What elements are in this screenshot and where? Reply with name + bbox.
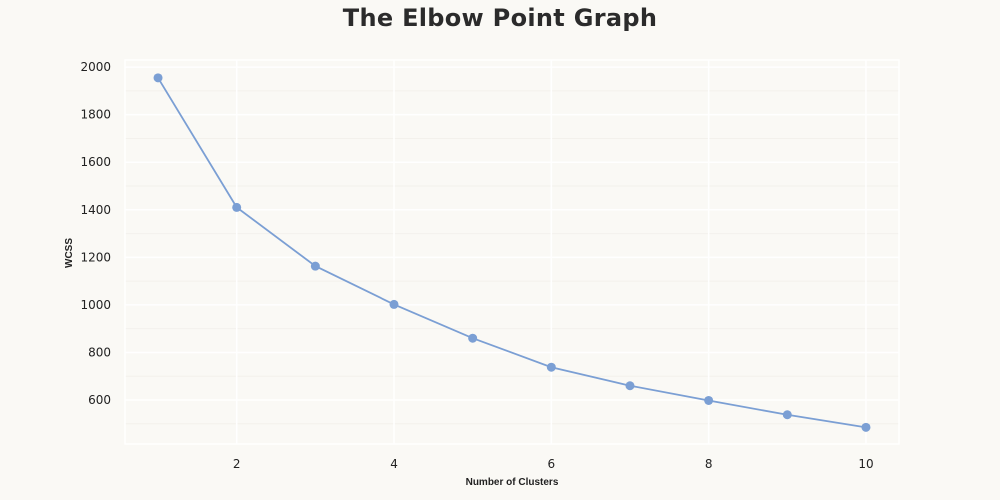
data-point: [861, 422, 871, 432]
series-line-wcss: [157, 77, 867, 429]
y-tick-label: 800: [88, 345, 111, 359]
y-axis-label: WCSS: [64, 238, 75, 268]
x-tick-label: 2: [233, 457, 241, 471]
data-point: [389, 299, 399, 309]
x-tick-labels: 2 4 6 8 10: [233, 457, 874, 471]
x-tick-label: 4: [390, 457, 398, 471]
y-tick-label: 1400: [80, 203, 111, 217]
grid-lines: [125, 60, 899, 444]
y-tick-label: 1800: [80, 108, 111, 122]
y-tick-label: 1600: [80, 155, 111, 169]
y-tick-label: 600: [88, 393, 111, 407]
x-tick-label: 8: [705, 457, 713, 471]
data-point: [782, 410, 792, 420]
data-point: [704, 395, 714, 405]
x-axis-label: Number of Clusters: [466, 477, 559, 488]
data-point: [625, 381, 635, 391]
y-tick-labels: 600 800 1000 1200 1400 1600 1800 2000: [80, 60, 111, 407]
data-point: [546, 362, 556, 372]
y-tick-label: 1000: [80, 298, 111, 312]
data-points: [153, 73, 871, 432]
chart-title: The Elbow Point Graph: [342, 4, 658, 32]
y-tick-label: 2000: [80, 60, 111, 74]
data-point: [153, 73, 163, 83]
data-point: [232, 202, 242, 212]
data-point: [468, 333, 478, 343]
data-point: [310, 261, 320, 271]
x-tick-label: 10: [858, 457, 873, 471]
plot-frame: [124, 59, 900, 445]
y-tick-label: 1200: [80, 250, 111, 264]
x-tick-label: 6: [548, 457, 556, 471]
